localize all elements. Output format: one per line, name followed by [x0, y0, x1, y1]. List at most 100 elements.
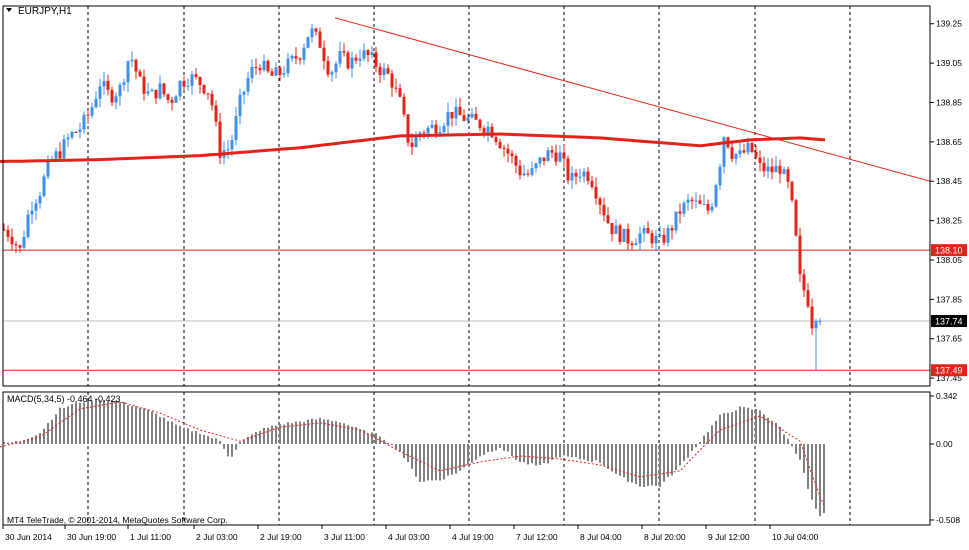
candle: [170, 96, 174, 111]
price-tick-label: 138.25: [936, 216, 962, 226]
candle-body: [522, 173, 526, 176]
macd-bar: [495, 444, 497, 451]
macd-bar: [659, 444, 661, 487]
macd-bar: [263, 427, 265, 444]
macd-bar: [447, 444, 449, 476]
macd-bar: [35, 435, 37, 444]
macd-bar: [331, 421, 333, 444]
candle-body: [354, 57, 358, 61]
candle: [530, 161, 534, 177]
candle: [430, 119, 434, 129]
candle-body: [722, 137, 726, 167]
macd-bar: [707, 432, 709, 444]
macd-bar: [479, 444, 481, 457]
macd-bar: [795, 444, 797, 454]
candle: [350, 51, 354, 78]
candle: [186, 78, 190, 92]
candle-body: [702, 203, 706, 205]
macd-bar: [511, 444, 513, 457]
macd-bar: [183, 427, 185, 444]
macd-bar: [287, 422, 289, 444]
price-marker-label: 137.74: [935, 317, 963, 327]
macd-bar: [71, 404, 73, 444]
macd-bar: [131, 406, 133, 444]
candle-body: [582, 171, 586, 177]
trendline-segment[interactable]: [334, 17, 931, 182]
candle-body: [638, 233, 642, 244]
macd-bar: [103, 399, 105, 444]
candle: [522, 165, 526, 177]
candle: [786, 166, 790, 189]
macd-bar: [387, 443, 389, 445]
horizontal-levels[interactable]: [3, 249, 930, 371]
macd-bar: [435, 444, 437, 481]
macd-bar: [339, 422, 341, 444]
macd-bar: [719, 414, 721, 444]
candle: [246, 71, 250, 96]
candle: [342, 43, 346, 57]
candle-body: [346, 52, 350, 69]
candle: [510, 149, 514, 164]
macd-bar: [631, 444, 633, 483]
candle-body: [802, 274, 806, 291]
trendline[interactable]: [334, 17, 931, 182]
candle: [374, 46, 378, 73]
macd-bar: [415, 444, 417, 477]
candle-body: [374, 52, 378, 67]
candle: [78, 122, 82, 139]
macd-bar: [303, 422, 305, 444]
candle: [438, 125, 442, 135]
triangle-down-icon[interactable]: [6, 8, 12, 12]
price-marker-box: [931, 244, 967, 257]
candle-body: [246, 77, 250, 92]
candle-body: [678, 211, 682, 214]
macd-bar: [739, 406, 741, 444]
candle: [730, 141, 734, 163]
macd-bar: [687, 444, 689, 458]
candle: [794, 198, 798, 237]
macd-signal-line: [0, 401, 826, 508]
candle: [150, 88, 154, 92]
macd-bar: [507, 444, 509, 452]
price-marker: 138.10: [931, 244, 967, 257]
macd-bar: [95, 398, 97, 444]
candle-body: [162, 83, 166, 95]
macd-bar: [475, 444, 477, 460]
macd-bar: [675, 444, 677, 470]
macd-bar: [323, 419, 325, 444]
candle-body: [766, 166, 770, 172]
time-tick-label: 3 Jul 11:00: [324, 532, 365, 542]
candle: [750, 142, 754, 154]
macd-bar: [803, 444, 805, 473]
macd-bar: [211, 438, 213, 444]
macd-bar: [311, 418, 313, 444]
candle: [390, 69, 394, 97]
candle-body: [778, 165, 782, 174]
candle-body: [158, 83, 162, 99]
candle: [598, 196, 602, 215]
time-tick-label: 4 Jul 19:00: [452, 532, 494, 542]
candle: [34, 198, 38, 221]
candle-body: [610, 223, 614, 234]
time-tick-label: 10 Jul 04:00: [772, 532, 819, 542]
macd-bar: [171, 421, 173, 444]
candle: [206, 93, 210, 100]
candle-body: [450, 111, 454, 119]
candle-body: [18, 245, 22, 248]
candle-body: [670, 228, 674, 231]
macd-bar: [399, 444, 401, 452]
candle: [314, 27, 318, 36]
time-tick-label: 2 Jul 03:00: [196, 532, 238, 542]
candle: [70, 130, 74, 140]
candle-body: [182, 80, 186, 87]
price-tick-label: 137.65: [936, 334, 962, 344]
macd-bar: [267, 427, 269, 444]
candle-body: [698, 200, 702, 204]
candle: [578, 168, 582, 183]
macd-bar: [7, 442, 9, 444]
candle-body: [602, 204, 606, 216]
candle-body: [530, 168, 534, 175]
candle: [58, 142, 62, 161]
